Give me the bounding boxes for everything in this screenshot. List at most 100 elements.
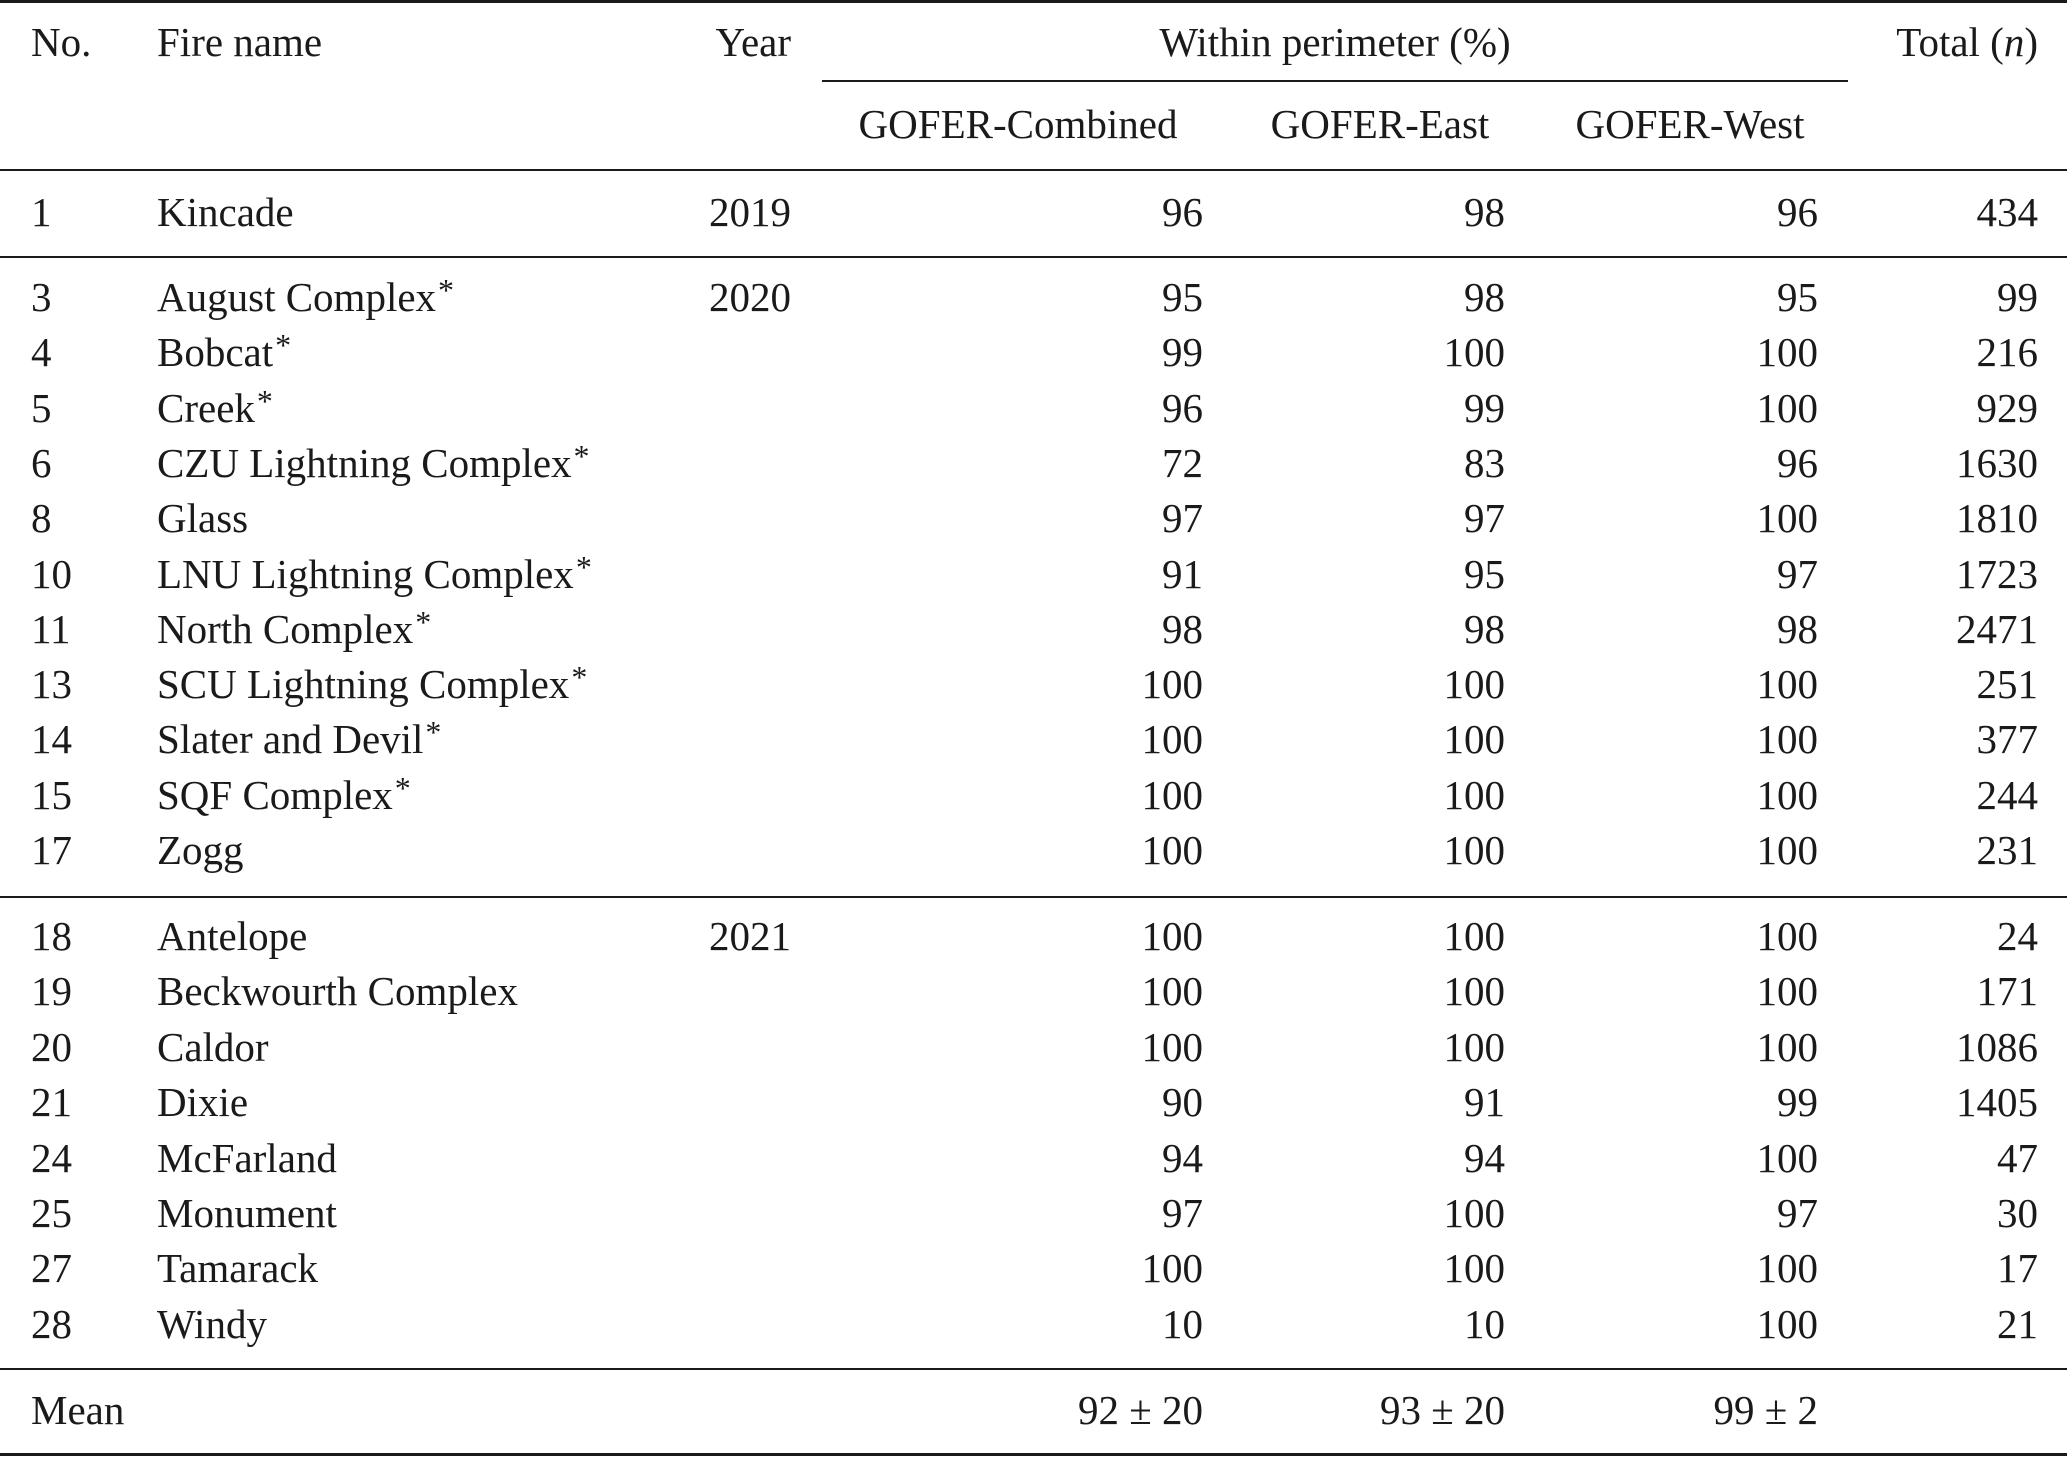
row-fire-name: North Complex* <box>157 603 432 652</box>
row-no: 24 <box>31 1134 72 1181</box>
row-west: 98 <box>1777 605 1818 652</box>
row-year <box>640 966 791 1016</box>
row-year <box>640 438 791 488</box>
row-no: 18 <box>31 913 72 959</box>
row-year <box>640 714 791 764</box>
row-combined: 100 <box>1141 913 1204 959</box>
row-east: 99 <box>1464 384 1505 431</box>
row-total: 377 <box>1976 716 2039 763</box>
row-fire-name: Dixie <box>157 1079 249 1126</box>
row-combined: 91 <box>1162 550 1203 597</box>
row-combined: 98 <box>1162 605 1203 652</box>
row-combined: 96 <box>1162 384 1203 431</box>
row-west: 100 <box>1756 968 1819 1015</box>
row-east: 83 <box>1464 439 1505 486</box>
row-no: 19 <box>31 968 72 1015</box>
row-total: 47 <box>1997 1134 2038 1181</box>
row-total: 2471 <box>1956 605 2038 652</box>
footnote-asterisk: * <box>575 548 592 585</box>
row-total: 99 <box>1997 274 2038 320</box>
row-fire-name: Zogg <box>157 827 244 873</box>
row-combined: 90 <box>1162 1079 1203 1126</box>
row-no: 28 <box>31 1300 72 1347</box>
row-combined: 100 <box>1141 1023 1204 1070</box>
row-year <box>640 1243 791 1293</box>
row-fire-name: CZU Lightning Complex* <box>157 437 590 486</box>
header-gofer-west: GOFER-West <box>1575 101 1805 147</box>
row-west: 100 <box>1756 329 1819 376</box>
row-fire-name: Monument <box>157 1190 337 1236</box>
row-east: 100 <box>1443 661 1506 708</box>
row-no: 3 <box>31 274 52 320</box>
row-west: 100 <box>1756 1300 1819 1347</box>
footnote-asterisk: * <box>425 714 442 751</box>
top-rule <box>0 0 2067 3</box>
footnote-asterisk: * <box>256 382 273 419</box>
header-gofer-combined: GOFER-Combined <box>858 101 1178 147</box>
row-total: 1723 <box>1956 550 2038 597</box>
row-east: 100 <box>1443 329 1506 376</box>
row-combined: 97 <box>1162 495 1203 542</box>
row-east: 100 <box>1443 827 1506 873</box>
rule-after-2020 <box>0 896 2067 898</box>
row-year <box>640 825 791 875</box>
row-east: 98 <box>1464 605 1505 652</box>
row-east: 97 <box>1464 495 1505 542</box>
row-no: 4 <box>31 329 52 376</box>
row-fire-name: Windy <box>157 1300 267 1347</box>
header-no: No. <box>31 19 92 65</box>
row-total: 251 <box>1976 661 2039 708</box>
header-fire-name: Fire name <box>157 19 323 65</box>
mean-label: Mean <box>31 1387 125 1433</box>
row-fire-name: Tamarack <box>157 1245 319 1292</box>
row-fire-name: Beckwourth Complex <box>157 968 518 1015</box>
footnote-asterisk: * <box>438 272 455 308</box>
row-combined: 94 <box>1162 1134 1203 1181</box>
row-no: 8 <box>31 495 52 542</box>
row-year <box>640 1188 791 1238</box>
row-west: 100 <box>1756 495 1819 542</box>
footnote-asterisk: * <box>571 659 588 696</box>
row-combined: 10 <box>1162 1300 1203 1347</box>
row-no: 17 <box>31 827 72 873</box>
row-year <box>640 1299 791 1349</box>
row-east: 100 <box>1443 1190 1506 1236</box>
footnote-asterisk: * <box>415 603 432 640</box>
row-no: 1 <box>31 189 52 235</box>
row-west: 96 <box>1777 189 1818 235</box>
row-total: 21 <box>1997 1300 2038 1347</box>
row-no: 15 <box>31 771 72 818</box>
row-combined: 95 <box>1162 274 1203 320</box>
row-fire-name: Bobcat* <box>157 327 292 376</box>
row-east: 100 <box>1443 771 1506 818</box>
row-total: 30 <box>1997 1190 2038 1236</box>
row-year <box>640 1133 791 1183</box>
header-year: Year <box>715 19 791 65</box>
rule-before-mean <box>0 1368 2067 1370</box>
row-year <box>640 1022 791 1072</box>
row-fire-name: SCU Lightning Complex* <box>157 659 588 708</box>
row-year <box>640 493 791 543</box>
mean-combined: 92 ± 20 <box>1077 1387 1203 1433</box>
row-fire-name: Caldor <box>157 1023 269 1070</box>
row-fire-name: Antelope <box>157 913 308 959</box>
row-west: 95 <box>1777 274 1818 320</box>
header-total: Total (n) <box>1896 19 2038 65</box>
row-west: 100 <box>1756 827 1819 873</box>
row-no: 13 <box>31 661 72 708</box>
row-total: 171 <box>1976 968 2039 1015</box>
row-east: 100 <box>1443 1023 1506 1070</box>
row-east: 100 <box>1443 716 1506 763</box>
mean-east: 93 ± 20 <box>1379 1387 1505 1433</box>
row-year <box>640 1077 791 1127</box>
footnote-asterisk: * <box>275 327 292 364</box>
row-east: 98 <box>1464 189 1505 235</box>
row-west: 100 <box>1756 1245 1819 1292</box>
header-gofer-east: GOFER-East <box>1270 101 1490 147</box>
row-combined: 100 <box>1141 968 1204 1015</box>
row-west: 96 <box>1777 439 1818 486</box>
row-no: 6 <box>31 439 52 486</box>
row-total: 929 <box>1976 384 2039 431</box>
row-total: 434 <box>1976 189 2039 235</box>
